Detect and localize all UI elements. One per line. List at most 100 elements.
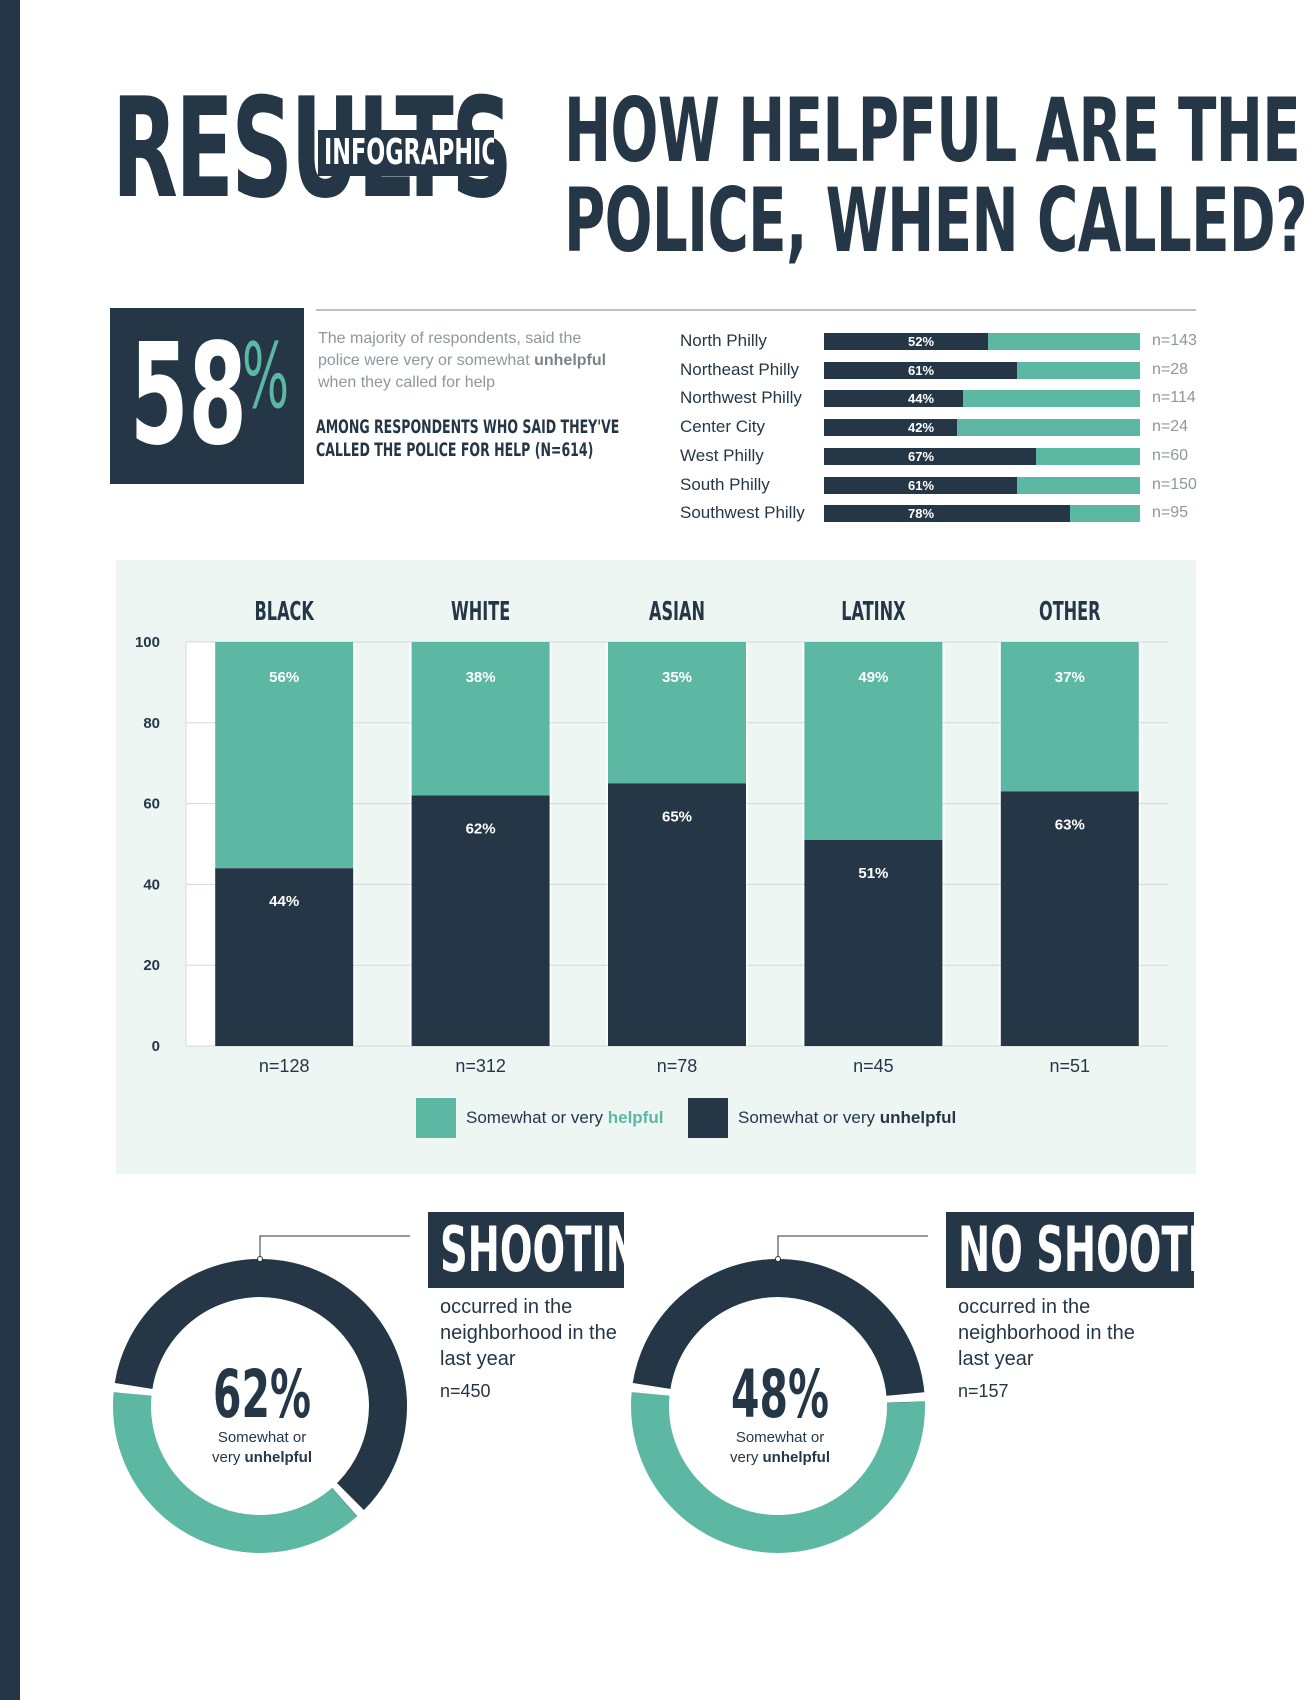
donut-no-shooting xyxy=(630,1235,928,1554)
region-bar: 52% xyxy=(824,333,1140,350)
summary-note-line-1: AMONG RESPONDENTS WHO SAID THEY'VE xyxy=(316,416,620,438)
donut-no-shooting-title-box: NO SHOOTING xyxy=(946,1212,1194,1288)
region-bar: 78% xyxy=(824,505,1140,523)
bar-helpful-label: 35% xyxy=(662,669,692,686)
region-bar-value: 78% xyxy=(907,506,935,522)
donut-no-shooting-center-label: Somewhat or very unhelpful xyxy=(680,1428,880,1468)
region-n-label: n=150 xyxy=(1152,475,1197,493)
brand-tag-label: INFOGRAPHICS xyxy=(324,132,494,173)
column-gap xyxy=(1140,642,1196,1046)
bar-unhelpful xyxy=(608,783,746,1046)
summary-note: AMONG RESPONDENTS WHO SAID THEY'VE CALLE… xyxy=(316,416,619,462)
region-bar-fill xyxy=(824,333,989,350)
category-n-label: n=78 xyxy=(657,1056,698,1076)
region-n-label: n=24 xyxy=(1152,418,1189,436)
header-divider xyxy=(316,309,1196,311)
donut-no-shooting-desc: occurred in the neighborhood in the last… xyxy=(958,1296,1135,1370)
bar-helpful xyxy=(608,642,746,784)
bar-unhelpful xyxy=(1000,791,1139,1046)
region-label: Northeast Philly xyxy=(680,359,800,379)
region-label: Northwest Philly xyxy=(680,388,802,408)
legend-swatch-unhelpful xyxy=(688,1098,728,1138)
region-bar-value: 61% xyxy=(907,477,935,493)
donut-no-shooting-label-mid: very xyxy=(729,1449,759,1466)
donut-leader-line xyxy=(777,1235,928,1258)
category-n-label: n=51 xyxy=(1050,1056,1091,1076)
region-bar: 61% xyxy=(824,361,1140,379)
donut-shooting xyxy=(112,1235,410,1554)
category-label: OTHER xyxy=(1039,597,1101,627)
page-title-line-2: POLICE, WHEN CALLED? xyxy=(564,169,1308,272)
region-bar-value: 42% xyxy=(907,420,935,436)
bar-unhelpful xyxy=(411,795,550,1046)
column-gap xyxy=(748,642,803,1046)
race-stacked-bar-chart: 0 20 40 60 80 100 56% 44% BLACK n=128 38% 62% WHITE n… xyxy=(135,597,1196,1076)
donut-no-shooting-label-bold: unhelpful xyxy=(762,1449,831,1466)
donut-shooting-center-label: Somewhat or very unhelpful xyxy=(162,1428,362,1468)
region-bar-fill xyxy=(824,447,1036,465)
region-n-label: n=60 xyxy=(1152,446,1189,464)
donut-shooting-title-box: SHOOTING xyxy=(428,1212,624,1288)
brand-tag: INFOGRAPHICS xyxy=(318,130,494,176)
category-n-label: n=128 xyxy=(259,1056,310,1076)
donut-leader-dot xyxy=(775,1256,781,1262)
y-tick-label: 40 xyxy=(143,876,160,893)
donut-leader-line xyxy=(259,1235,410,1258)
region-bar-fill xyxy=(824,505,1071,523)
left-accent-bar xyxy=(0,0,20,1700)
category-n-label: n=312 xyxy=(455,1056,506,1076)
bar-helpful xyxy=(411,642,550,796)
y-tick-label: 80 xyxy=(143,715,160,732)
y-tick-label: 0 xyxy=(152,1038,160,1055)
bar-unhelpful-label: 65% xyxy=(662,808,692,825)
region-n-label: n=143 xyxy=(1152,332,1197,349)
region-label: South Philly xyxy=(680,474,770,494)
bar-helpful-label: 56% xyxy=(269,669,299,686)
column-gap xyxy=(944,642,999,1046)
bar-helpful xyxy=(1000,642,1139,792)
region-bar: 44% xyxy=(824,390,1140,408)
bar-unhelpful xyxy=(215,868,354,1046)
bar-unhelpful-label: 62% xyxy=(466,821,496,838)
legend-helpful-pre: Somewhat or very xyxy=(466,1108,603,1127)
bar-unhelpful-label: 44% xyxy=(269,893,299,910)
bar-helpful xyxy=(215,642,354,869)
region-bar-value: 61% xyxy=(907,362,935,378)
category-label: BLACK xyxy=(255,597,315,627)
category-label: LATINX xyxy=(841,597,906,627)
region-label: North Philly xyxy=(680,331,767,350)
donut-shooting-center: 62% Somewhat or very unhelpful xyxy=(162,1362,362,1468)
summary-desc-pre: The majority of respondents, said the po… xyxy=(318,330,582,369)
y-tick-label: 20 xyxy=(143,957,160,974)
region-bar-fill xyxy=(824,361,1017,379)
bar-helpful-label: 38% xyxy=(466,669,496,686)
region-label: Center City xyxy=(680,417,766,437)
page-title: HOW HELPFUL ARE THE POLICE, WHEN CALLED? xyxy=(564,86,1308,272)
donut-gap xyxy=(112,1258,408,1554)
y-tick-label: 60 xyxy=(143,796,160,813)
region-label: West Philly xyxy=(680,445,764,465)
bar-unhelpful xyxy=(804,839,943,1046)
donut-leader-dot xyxy=(257,1256,263,1262)
summary-stat-value: 58 xyxy=(130,314,247,477)
region-bar: 42% xyxy=(824,419,1140,437)
donut-shooting-desc: occurred in the neighborhood in the last… xyxy=(440,1296,617,1370)
legend-helpful-bold: helpful xyxy=(607,1108,664,1127)
summary-description: The majority of respondents, said the po… xyxy=(318,328,608,394)
region-n-label: n=28 xyxy=(1152,360,1189,378)
bar-unhelpful-label: 63% xyxy=(1055,816,1085,833)
region-bar-fill xyxy=(824,476,1017,494)
region-n-label: n=95 xyxy=(1152,504,1189,522)
category-label: ASIAN xyxy=(649,597,705,627)
region-bar-value: 52% xyxy=(907,334,935,349)
summary-stat-box: 58 % xyxy=(110,308,304,484)
legend-unhelpful-pre: Somewhat or very xyxy=(738,1108,875,1127)
column-gap xyxy=(355,642,410,1046)
donut-no-shooting-value: 48% xyxy=(731,1356,829,1433)
donut-no-shooting-n: n=157 xyxy=(958,1381,1009,1401)
y-tick-label: 100 xyxy=(135,634,160,651)
bar-helpful-label: 49% xyxy=(858,669,888,686)
column-gap xyxy=(551,642,606,1046)
donut-no-shooting-title: NO SHOOTING xyxy=(958,1213,1194,1286)
region-label: Southwest Philly xyxy=(680,503,805,523)
